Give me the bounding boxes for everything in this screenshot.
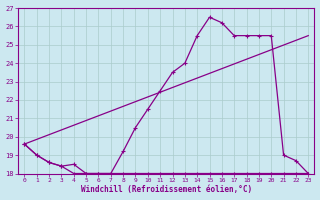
X-axis label: Windchill (Refroidissement éolien,°C): Windchill (Refroidissement éolien,°C) — [81, 185, 252, 194]
